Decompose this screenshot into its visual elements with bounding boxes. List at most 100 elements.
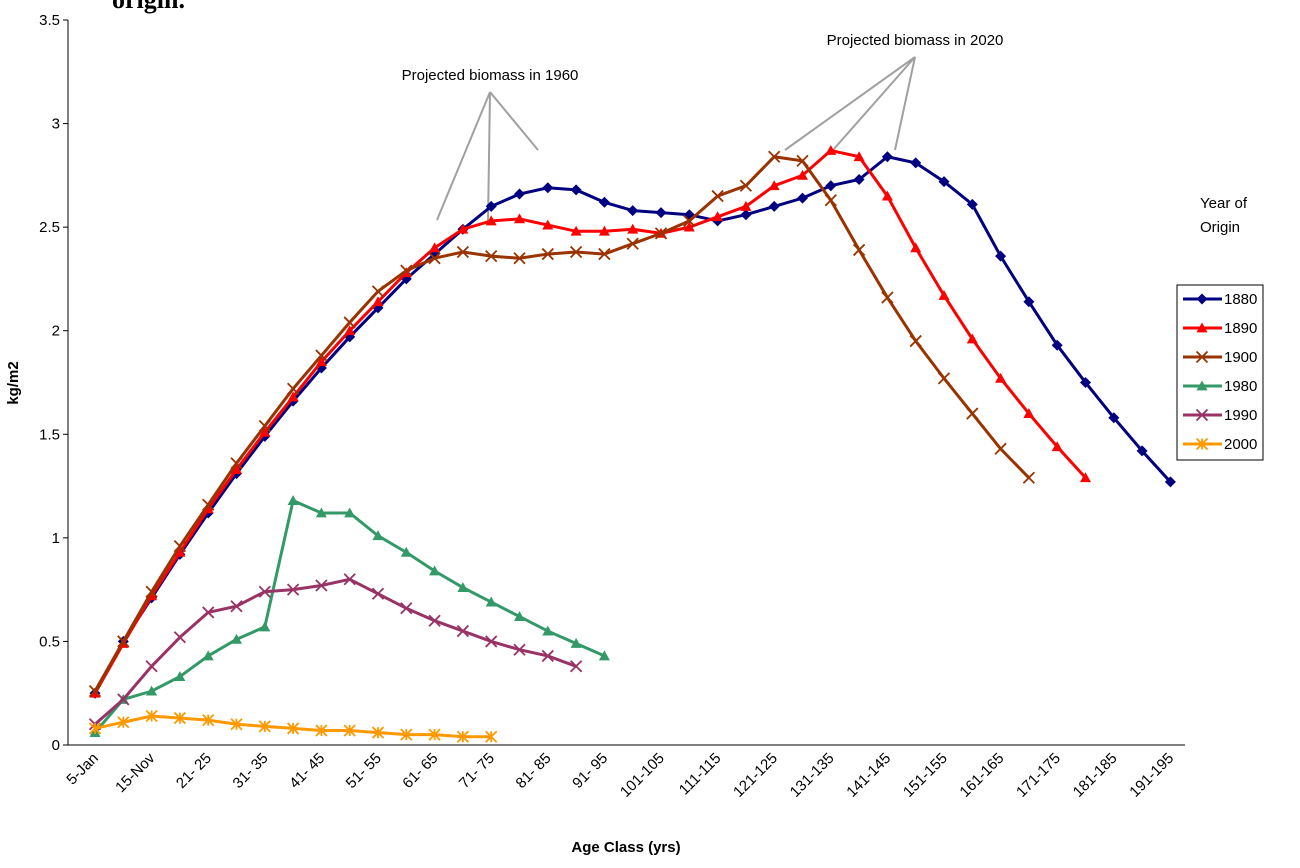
marker	[881, 190, 893, 201]
marker	[570, 225, 582, 236]
marker	[740, 200, 752, 211]
marker	[711, 189, 724, 203]
marker	[852, 243, 866, 257]
marker	[881, 151, 893, 163]
marker	[485, 215, 497, 226]
legend-label: 1880	[1224, 291, 1257, 308]
marker	[1195, 408, 1209, 422]
x-tick-label: 81- 85	[513, 750, 555, 792]
marker	[1051, 339, 1063, 351]
marker	[910, 157, 922, 169]
legend-box	[1176, 284, 1264, 461]
marker	[344, 507, 356, 518]
x-tick-label: 161-165	[956, 750, 1007, 801]
marker	[1196, 380, 1208, 391]
marker	[88, 722, 102, 735]
marker	[796, 154, 809, 167]
marker	[994, 442, 1007, 455]
marker	[202, 498, 215, 511]
marker	[966, 407, 979, 420]
y-tick-label: 0	[52, 737, 60, 754]
x-tick-label: 41- 45	[286, 750, 328, 792]
marker	[768, 200, 780, 212]
marker	[712, 211, 724, 222]
marker	[627, 205, 639, 217]
x-tick-label: 31- 35	[230, 750, 272, 792]
y-tick-label: 1.5	[39, 426, 60, 443]
marker	[202, 606, 215, 619]
x-tick-label: 151-155	[900, 750, 951, 801]
marker	[315, 507, 327, 518]
marker	[174, 546, 186, 557]
marker	[146, 685, 158, 696]
marker	[1164, 476, 1176, 488]
marker	[400, 728, 413, 741]
marker	[400, 602, 413, 615]
marker	[910, 242, 922, 253]
series-line	[93, 498, 606, 734]
marker	[569, 245, 583, 259]
marker	[230, 600, 243, 613]
marker	[853, 174, 865, 185]
marker	[173, 540, 187, 553]
y-tick-label: 2	[52, 323, 60, 340]
marker	[569, 660, 583, 673]
legend-label: 1980	[1224, 378, 1257, 395]
marker	[1195, 350, 1209, 364]
marker	[485, 730, 498, 743]
marker	[428, 614, 441, 627]
marker	[258, 419, 271, 433]
marker	[457, 223, 469, 234]
marker	[315, 579, 328, 592]
legend-label: 2000	[1224, 436, 1257, 453]
marker	[287, 495, 299, 505]
marker	[371, 587, 385, 600]
y-tick-label: 3.5	[39, 12, 60, 29]
x-tick-label: 121-125	[730, 750, 781, 801]
marker	[768, 150, 781, 163]
x-tick-label: 71- 75	[456, 750, 498, 792]
marker	[825, 145, 837, 155]
marker	[1195, 437, 1209, 451]
y-tick-label: 3	[52, 116, 60, 133]
marker	[485, 596, 497, 607]
marker	[258, 720, 271, 733]
marker	[117, 635, 130, 648]
marker	[456, 624, 470, 638]
marker	[598, 247, 611, 261]
marker	[230, 457, 243, 470]
marker	[542, 625, 554, 636]
legend-label: 1990	[1224, 407, 1257, 424]
marker	[655, 207, 667, 219]
marker	[1022, 471, 1036, 484]
marker	[995, 250, 1007, 262]
marker	[598, 650, 610, 661]
marker	[230, 718, 243, 731]
marker	[570, 184, 582, 196]
marker	[429, 242, 441, 253]
marker	[1080, 472, 1091, 483]
marker	[598, 225, 610, 236]
x-tick-label: 5-Jan	[63, 750, 102, 789]
marker	[202, 714, 215, 727]
marker	[909, 334, 922, 348]
marker	[1023, 408, 1035, 418]
x-tick-label: 101-105	[617, 750, 668, 801]
marker	[881, 291, 894, 304]
marker	[117, 693, 130, 706]
marker	[1136, 445, 1148, 457]
marker	[457, 582, 469, 592]
marker	[88, 685, 102, 698]
marker	[627, 223, 639, 234]
marker	[938, 290, 950, 300]
marker	[258, 585, 271, 598]
marker	[315, 349, 328, 362]
marker	[174, 671, 186, 682]
marker	[937, 372, 951, 385]
annotation-arrows	[436, 56, 916, 223]
marker	[683, 214, 696, 228]
marker	[797, 169, 808, 180]
marker	[428, 728, 441, 741]
marker	[485, 635, 498, 648]
